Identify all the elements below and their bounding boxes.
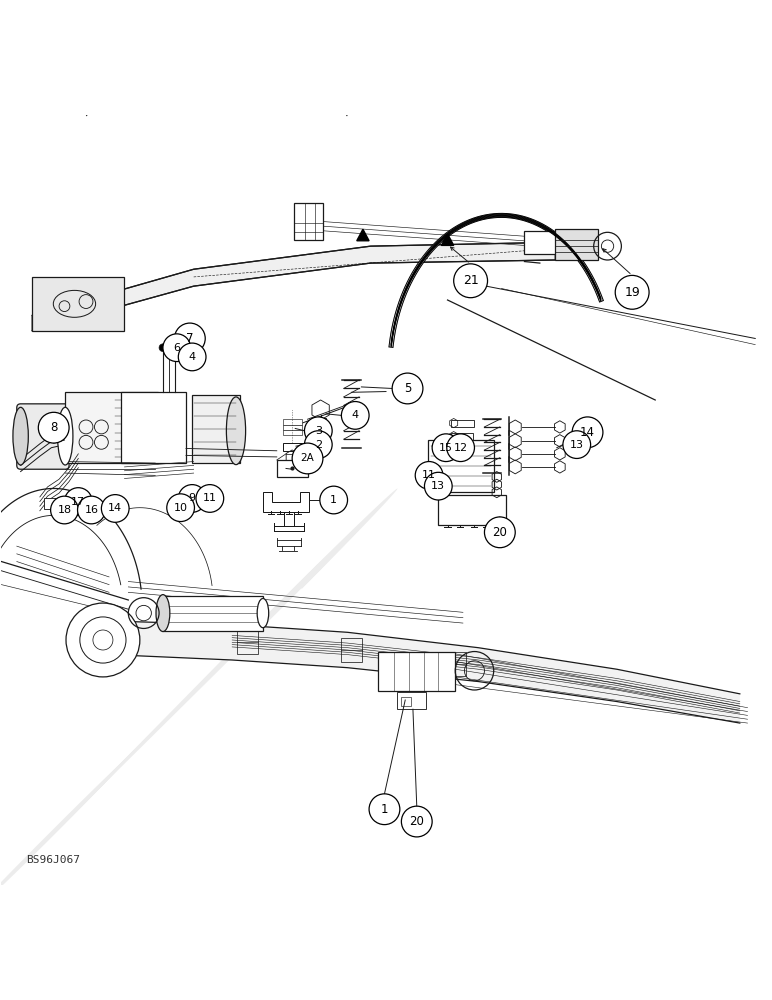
Circle shape: [66, 603, 140, 677]
Text: 3: 3: [315, 426, 322, 436]
Circle shape: [178, 343, 206, 371]
Circle shape: [292, 443, 323, 474]
Circle shape: [615, 275, 649, 309]
Circle shape: [163, 334, 191, 362]
Circle shape: [432, 434, 460, 462]
Circle shape: [485, 517, 515, 548]
Text: 15: 15: [439, 443, 453, 453]
Polygon shape: [0, 488, 398, 921]
Circle shape: [51, 496, 78, 524]
Text: 13: 13: [570, 440, 584, 450]
Circle shape: [167, 494, 195, 522]
Circle shape: [77, 496, 105, 524]
Text: 11: 11: [203, 493, 217, 503]
Bar: [283, 443, 302, 451]
Circle shape: [563, 431, 591, 458]
Polygon shape: [128, 622, 740, 723]
Bar: [340, 638, 362, 662]
Text: 2: 2: [315, 440, 322, 450]
Circle shape: [65, 488, 92, 515]
Bar: [65, 498, 81, 509]
Polygon shape: [32, 242, 555, 331]
Text: 4: 4: [188, 352, 196, 362]
Text: 7: 7: [186, 332, 194, 345]
Circle shape: [392, 373, 423, 404]
Circle shape: [304, 431, 332, 458]
Bar: [283, 430, 302, 435]
Bar: [283, 425, 302, 430]
Text: 11: 11: [422, 470, 436, 480]
Text: 4: 4: [352, 410, 359, 420]
Text: 14: 14: [108, 503, 122, 513]
Circle shape: [171, 344, 179, 352]
Circle shape: [196, 485, 224, 512]
Bar: [163, 596, 263, 631]
Circle shape: [415, 462, 443, 489]
Circle shape: [39, 412, 69, 443]
Bar: [452, 447, 472, 454]
Text: BS96J067: BS96J067: [26, 855, 80, 865]
Circle shape: [174, 323, 205, 354]
Text: 12: 12: [454, 443, 468, 453]
Circle shape: [454, 264, 488, 298]
Text: 18: 18: [57, 505, 72, 515]
Bar: [445, 652, 466, 676]
Bar: [452, 433, 473, 440]
Circle shape: [101, 495, 129, 522]
Circle shape: [401, 806, 432, 837]
Bar: [555, 229, 598, 260]
Circle shape: [572, 417, 603, 448]
Text: 13: 13: [432, 481, 445, 491]
Bar: [293, 203, 323, 240]
Text: 2A: 2A: [300, 453, 314, 463]
Circle shape: [341, 402, 369, 429]
Text: 14: 14: [580, 426, 595, 439]
Bar: [283, 419, 302, 425]
Text: 10: 10: [174, 503, 188, 513]
Bar: [452, 420, 475, 427]
Bar: [397, 692, 426, 709]
Bar: [401, 697, 411, 706]
Circle shape: [304, 417, 332, 445]
Bar: [428, 440, 493, 492]
Text: 16: 16: [84, 505, 98, 515]
Text: 8: 8: [50, 421, 57, 434]
Ellipse shape: [226, 397, 245, 465]
Bar: [120, 392, 186, 463]
Circle shape: [369, 794, 400, 825]
Text: 1: 1: [381, 803, 388, 816]
Circle shape: [425, 472, 452, 500]
Text: 17: 17: [71, 497, 86, 507]
Bar: [66, 392, 157, 463]
Text: 21: 21: [462, 274, 479, 287]
Bar: [277, 460, 307, 477]
Polygon shape: [442, 234, 454, 245]
Text: 5: 5: [404, 382, 411, 395]
Text: 1: 1: [330, 495, 337, 505]
Circle shape: [320, 486, 347, 514]
Ellipse shape: [156, 595, 170, 632]
Ellipse shape: [13, 407, 29, 465]
Text: 20: 20: [493, 526, 507, 539]
Text: 9: 9: [188, 493, 196, 503]
FancyBboxPatch shape: [17, 404, 69, 469]
Bar: [378, 652, 455, 691]
Circle shape: [159, 344, 167, 352]
Circle shape: [178, 485, 206, 512]
Bar: [438, 495, 506, 525]
Bar: [524, 231, 571, 254]
Bar: [44, 498, 61, 509]
Polygon shape: [357, 229, 369, 241]
FancyBboxPatch shape: [32, 277, 124, 331]
Text: 6: 6: [173, 343, 181, 353]
Text: 19: 19: [625, 286, 640, 299]
Bar: [237, 629, 259, 654]
Text: 20: 20: [409, 815, 424, 828]
Bar: [192, 395, 240, 463]
Circle shape: [165, 344, 173, 352]
Ellipse shape: [58, 407, 73, 465]
Ellipse shape: [257, 598, 269, 628]
Circle shape: [447, 434, 475, 462]
